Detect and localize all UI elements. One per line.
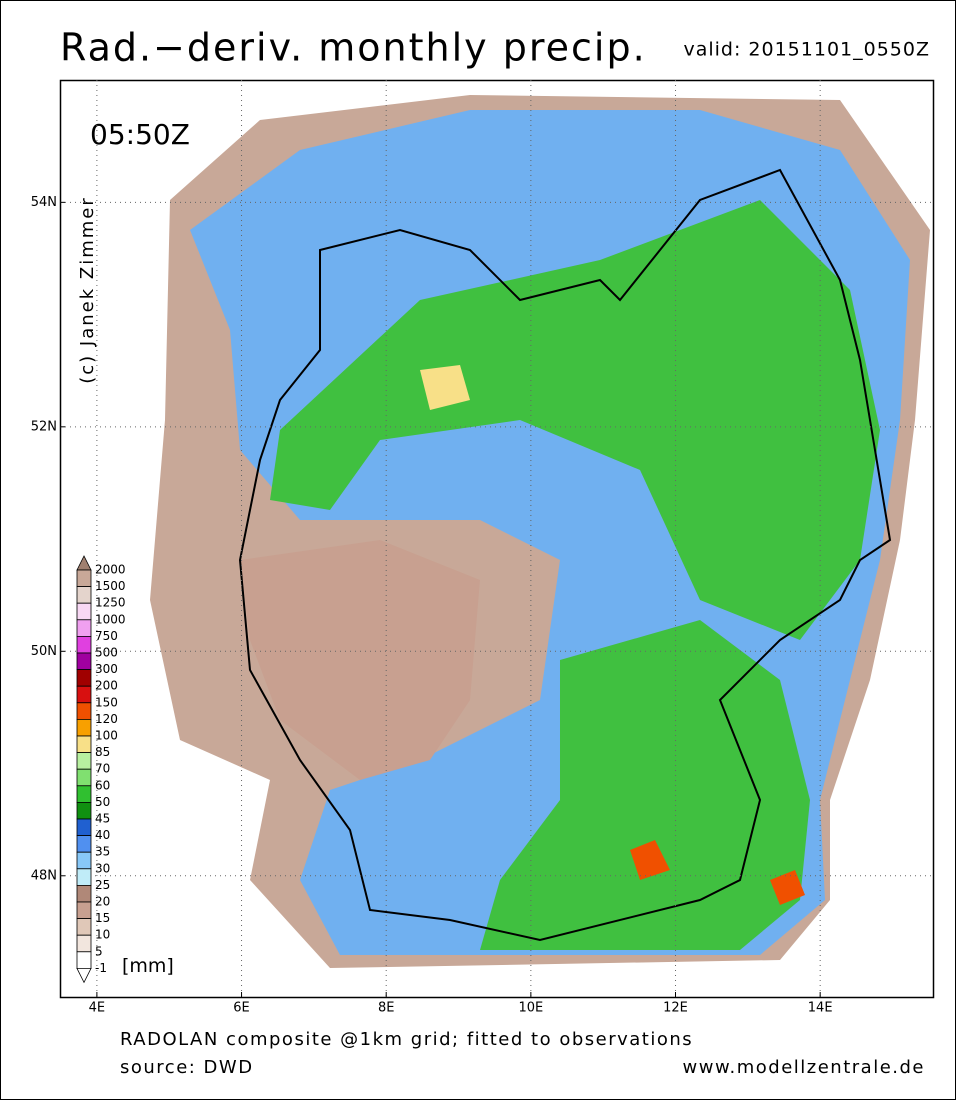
legend-label: 500 [95, 646, 118, 660]
legend-box [76, 602, 92, 621]
legend-box [76, 885, 92, 903]
country-border [238, 168, 892, 942]
time-label: 05:50Z [90, 118, 190, 151]
legend-box [76, 752, 92, 770]
footer-url: www.modellzentrale.de [683, 1057, 926, 1078]
legend-label: 120 [95, 712, 118, 726]
legend-label: -1 [95, 961, 107, 975]
legend-label: 1250 [95, 596, 126, 610]
legend-label: 200 [95, 679, 118, 693]
high-spot [630, 840, 670, 880]
legend-box [76, 768, 92, 787]
legend-triangle [76, 968, 92, 984]
x-tick-label: 14E [808, 1001, 833, 1016]
legend-label: 2000 [95, 563, 126, 577]
y-tick-label: 52N [31, 419, 57, 434]
legend-box [76, 851, 92, 870]
legend-label: 20 [95, 895, 110, 909]
y-tick-label: 50N [31, 644, 57, 659]
brown-west [240, 540, 480, 780]
title: Rad.−deriv. monthly precip. [60, 26, 647, 70]
legend-box [76, 951, 92, 969]
legend-box [76, 868, 92, 886]
legend-label: 5 [95, 944, 103, 958]
x-tick-label: 10E [518, 1001, 543, 1016]
legend-label: 35 [95, 845, 110, 859]
legend-box [76, 735, 92, 754]
legend-box [76, 669, 92, 687]
legend-box [76, 619, 92, 637]
legend-box [76, 702, 92, 720]
legend-label: 300 [95, 662, 118, 676]
x-tick-label: 4E [89, 1001, 106, 1016]
green-north [270, 200, 880, 640]
legend-label: 1500 [95, 579, 126, 593]
legend-box [76, 652, 92, 671]
legend-box [76, 934, 92, 953]
legend-box [76, 636, 92, 654]
legend-label: 25 [95, 878, 110, 892]
legend-box [76, 818, 92, 837]
legend-label: 150 [95, 695, 118, 709]
legend-box [76, 785, 92, 803]
valid-time: valid: 20151101_0550Z [683, 39, 930, 61]
legend-label: 10 [95, 928, 110, 942]
legend-label: 30 [95, 861, 110, 875]
footer-line: source: DWD [120, 1057, 254, 1078]
green-south [480, 620, 810, 950]
legend-unit: [mm] [122, 955, 174, 977]
legend-label: 70 [95, 762, 110, 776]
x-tick-label: 12E [663, 1001, 688, 1016]
legend-label: 1000 [95, 612, 126, 626]
legend-box [76, 685, 92, 704]
precip-field [150, 95, 930, 968]
x-tick-label: 8E [378, 1001, 395, 1016]
legend-label: 15 [95, 911, 110, 925]
legend-box [76, 802, 92, 820]
legend-label: 750 [95, 629, 118, 643]
legend-label: 100 [95, 729, 118, 743]
y-tick-label: 54N [31, 195, 57, 210]
legend-label: 50 [95, 795, 110, 809]
copyright: (c) Janek Zimmer [77, 196, 98, 384]
legend-label: 60 [95, 778, 110, 792]
y-tick-label: 48N [31, 868, 57, 883]
legend-box [76, 586, 92, 604]
legend-box [76, 901, 92, 920]
legend-label: 40 [95, 828, 110, 842]
high-spot [770, 870, 805, 905]
footer-line: RADOLAN composite @1km grid; fitted to o… [120, 1029, 693, 1050]
legend-box [76, 569, 92, 588]
high-spot [420, 365, 470, 410]
legend-box [76, 835, 92, 853]
map-frame [59, 79, 935, 999]
legend-label: 45 [95, 812, 110, 826]
legend-box [76, 719, 92, 737]
legend-label: 85 [95, 745, 110, 759]
legend-box [76, 918, 92, 936]
x-tick-label: 6E [233, 1001, 250, 1016]
